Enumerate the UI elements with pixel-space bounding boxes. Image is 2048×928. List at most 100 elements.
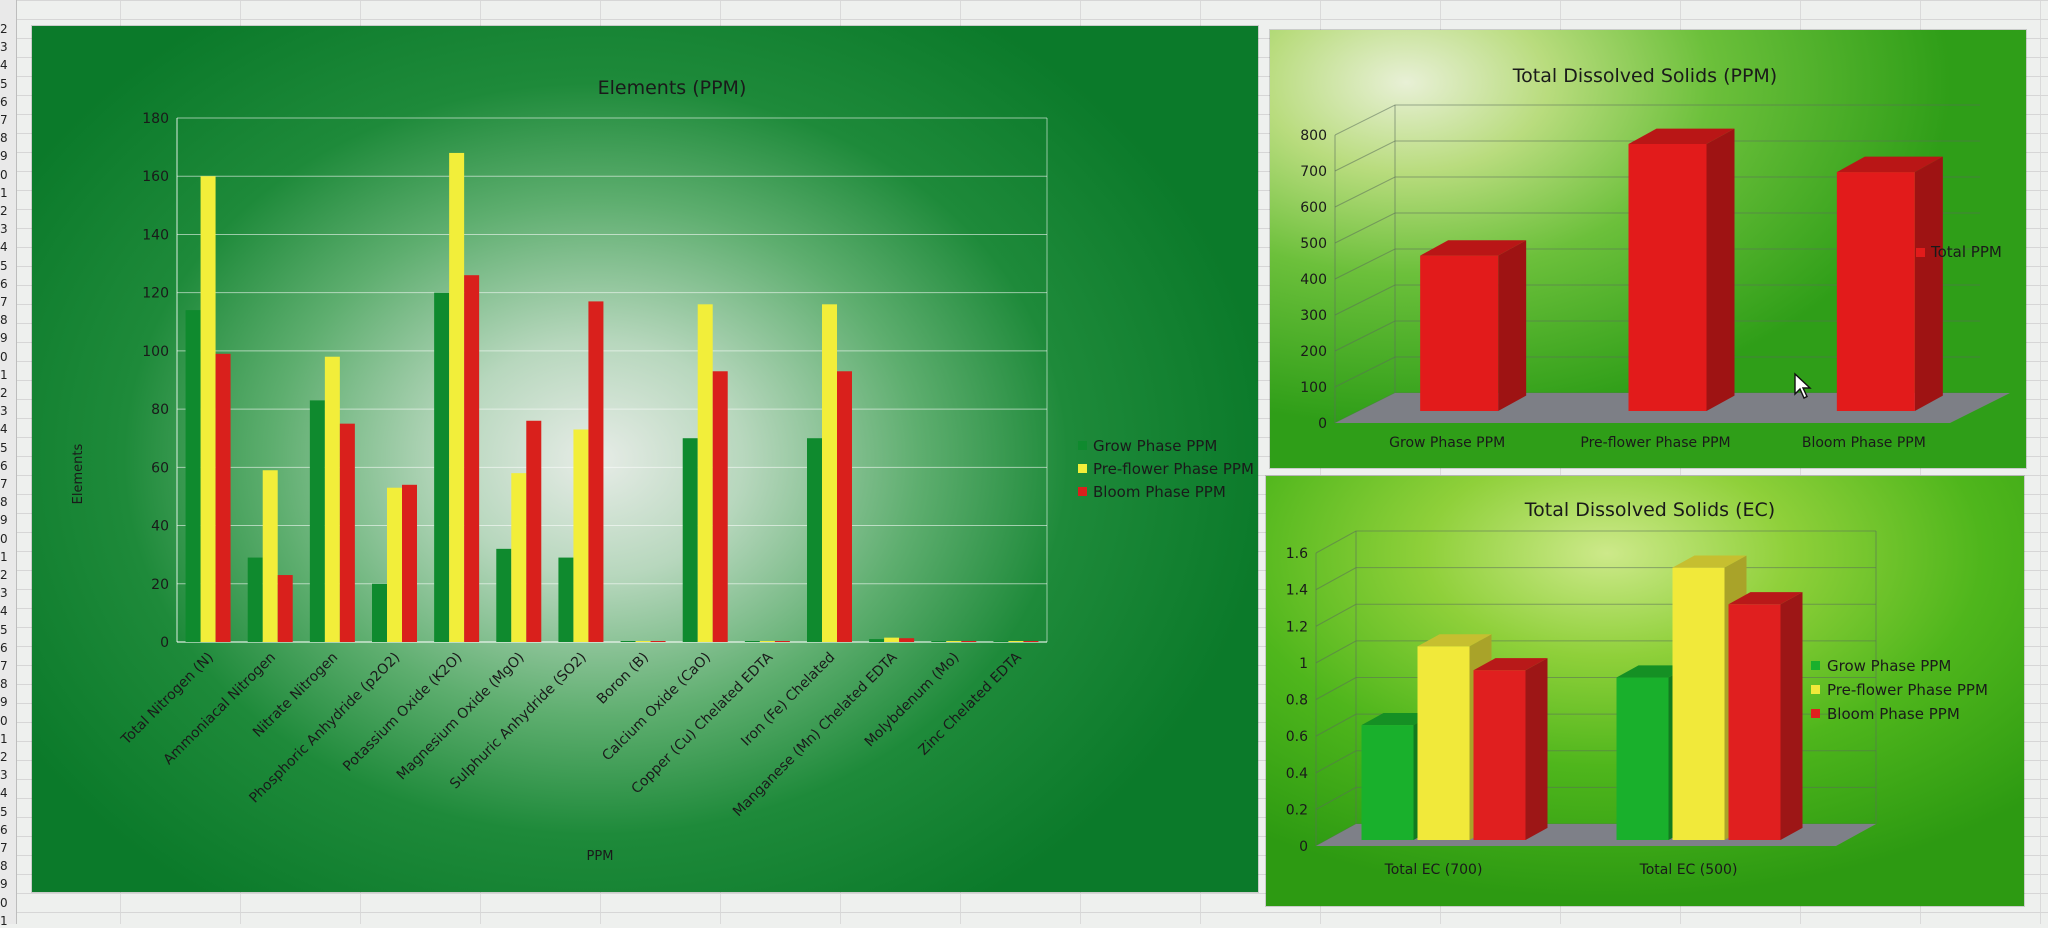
- bar-2-0-side: [1525, 658, 1548, 840]
- bar-1-1: [262, 470, 278, 642]
- legend-label: Total PPM: [1930, 243, 2002, 261]
- row-number[interactable]: 9: [0, 331, 8, 346]
- bar-1-6: [573, 429, 589, 642]
- row-number[interactable]: 1: [0, 913, 8, 928]
- row-number[interactable]: 8: [0, 677, 8, 692]
- row-number[interactable]: 2: [0, 750, 8, 764]
- mouse-pointer-icon: [1794, 372, 1812, 399]
- bar-2-1-front: [1728, 604, 1781, 840]
- row-number[interactable]: 8: [0, 495, 8, 510]
- row-number[interactable]: 4: [0, 422, 8, 437]
- row-number[interactable]: 4: [0, 786, 8, 801]
- tds-ppm-y-ticks: 0 100 200 300 400 500 600 700 800: [1300, 128, 1327, 432]
- row-number[interactable]: 2: [0, 204, 8, 218]
- y-tick-label: 200: [1300, 344, 1327, 360]
- x-tick-label: Potassium Oxide (K2O): [340, 650, 465, 775]
- y-tick-label: 600: [1300, 200, 1327, 216]
- y-tick-label: 800: [1300, 128, 1327, 144]
- row-number[interactable]: 7: [0, 841, 8, 855]
- row-number[interactable]: 1: [0, 731, 8, 746]
- y-tick-label: 0: [1299, 839, 1308, 855]
- bar-1-7: [635, 641, 651, 642]
- x-tick-label: Calcium Oxide (CaO): [599, 650, 714, 765]
- elements-x-axis-label: PPM: [587, 849, 614, 864]
- y-tick-label: 1.4: [1286, 583, 1308, 599]
- row-number[interactable]: 2: [0, 386, 8, 400]
- row-number[interactable]: 9: [0, 513, 8, 528]
- tds-ppm-chart-panel[interactable]: Total Dissolved Solids (PPM) 0 100 200 300 4…: [1270, 30, 2026, 468]
- row-number[interactable]: 0: [0, 531, 8, 546]
- bar-0-0-front: [1361, 725, 1414, 840]
- row-number[interactable]: 4: [0, 240, 8, 255]
- row-number[interactable]: 3: [0, 222, 8, 237]
- bar-0-11: [869, 639, 885, 642]
- gridline: [1315, 567, 1876, 591]
- y-tick-label: 0.4: [1286, 766, 1308, 782]
- y-tick-label: 140: [142, 227, 169, 243]
- row-number[interactable]: 5: [0, 804, 8, 819]
- bar-0-2-front: [1836, 172, 1915, 411]
- row-number[interactable]: 7: [0, 295, 8, 309]
- legend-label: Bloom Phase PPM: [1827, 705, 1960, 723]
- row-number[interactable]: 1: [0, 185, 8, 200]
- row-number[interactable]: 8: [0, 313, 8, 328]
- row-number[interactable]: 1: [0, 367, 8, 382]
- x-tick-label: Ammoniacal Nitrogen: [161, 650, 280, 769]
- row-number[interactable]: 0: [0, 713, 8, 728]
- legend-label: Grow Phase PPM: [1093, 437, 1217, 455]
- elements-y-ticks: 0 20 40 60 80 100 120 140 160 180: [142, 111, 169, 651]
- x-tick-label: Pre-flower Phase PPM: [1580, 435, 1730, 451]
- row-number[interactable]: 2: [0, 22, 8, 36]
- y-tick-label: 20: [151, 577, 169, 593]
- row-number[interactable]: 4: [0, 58, 8, 73]
- bar-1-8: [697, 304, 713, 642]
- y-tick-label: 1: [1299, 656, 1308, 672]
- row-number[interactable]: 5: [0, 622, 8, 637]
- row-number[interactable]: 5: [0, 76, 8, 91]
- row-number[interactable]: 0: [0, 349, 8, 364]
- row-number[interactable]: 5: [0, 440, 8, 455]
- y-tick-label: 700: [1300, 164, 1327, 180]
- elements-chart-panel[interactable]: Elements (PPM) Elements PPM 0 20 40 60 80 100…: [32, 26, 1258, 892]
- tds-ppm-bars: [1420, 128, 1943, 411]
- row-number[interactable]: 6: [0, 94, 8, 109]
- row-number[interactable]: 6: [0, 822, 8, 837]
- row-number[interactable]: 9: [0, 149, 8, 164]
- bar-0-1-side: [1706, 128, 1735, 411]
- row-number[interactable]: 1: [0, 549, 8, 564]
- bar-2-9: [774, 641, 790, 642]
- row-number[interactable]: 6: [0, 640, 8, 655]
- tds-ec-bars: [1361, 555, 1803, 840]
- row-number[interactable]: 2: [0, 568, 8, 582]
- row-number[interactable]: 0: [0, 895, 8, 910]
- row-number[interactable]: 9: [0, 877, 8, 892]
- y-tick-label: 80: [151, 402, 169, 418]
- elements-gridlines: [176, 117, 1048, 643]
- elements-legend: Grow Phase PPM Pre-flower Phase PPM Bloom …: [1078, 437, 1254, 501]
- row-number[interactable]: 4: [0, 604, 8, 619]
- bar-2-1: [277, 575, 293, 642]
- bar-0-1-top: [1628, 128, 1735, 144]
- legend-swatch: [1916, 248, 1925, 257]
- row-header-gutter[interactable]: 2 3 4 5 6 7 8 9 0 1 2 3 4 5 6 7 8 9 0 1 2 3 4 5 6 7 8 9 0 1 2 3 4 5 6 7 8 9 0 1…: [0, 0, 17, 928]
- row-number[interactable]: 7: [0, 113, 8, 127]
- legend-label: Bloom Phase PPM: [1093, 483, 1226, 501]
- row-number[interactable]: 6: [0, 458, 8, 473]
- bar-0-10: [807, 438, 822, 642]
- row-number[interactable]: 3: [0, 586, 8, 601]
- row-number[interactable]: 8: [0, 859, 8, 874]
- row-number[interactable]: 8: [0, 131, 8, 146]
- row-number[interactable]: 3: [0, 40, 8, 55]
- tds-ec-chart-panel[interactable]: Total Dissolved Solids (EC) 0 0.2 0.4 0.6 0.…: [1266, 476, 2024, 906]
- x-tick-label: Total EC (500): [1639, 862, 1738, 878]
- row-number[interactable]: 9: [0, 695, 8, 710]
- row-number[interactable]: 7: [0, 477, 8, 491]
- elements-bars: [185, 152, 1039, 642]
- row-number[interactable]: 0: [0, 167, 8, 182]
- tds-ppm-chart-title: Total Dissolved Solids (PPM): [1512, 65, 1777, 87]
- row-number[interactable]: 5: [0, 258, 8, 273]
- row-number[interactable]: 3: [0, 404, 8, 419]
- row-number[interactable]: 6: [0, 276, 8, 291]
- row-number[interactable]: 3: [0, 768, 8, 783]
- row-number[interactable]: 7: [0, 659, 8, 673]
